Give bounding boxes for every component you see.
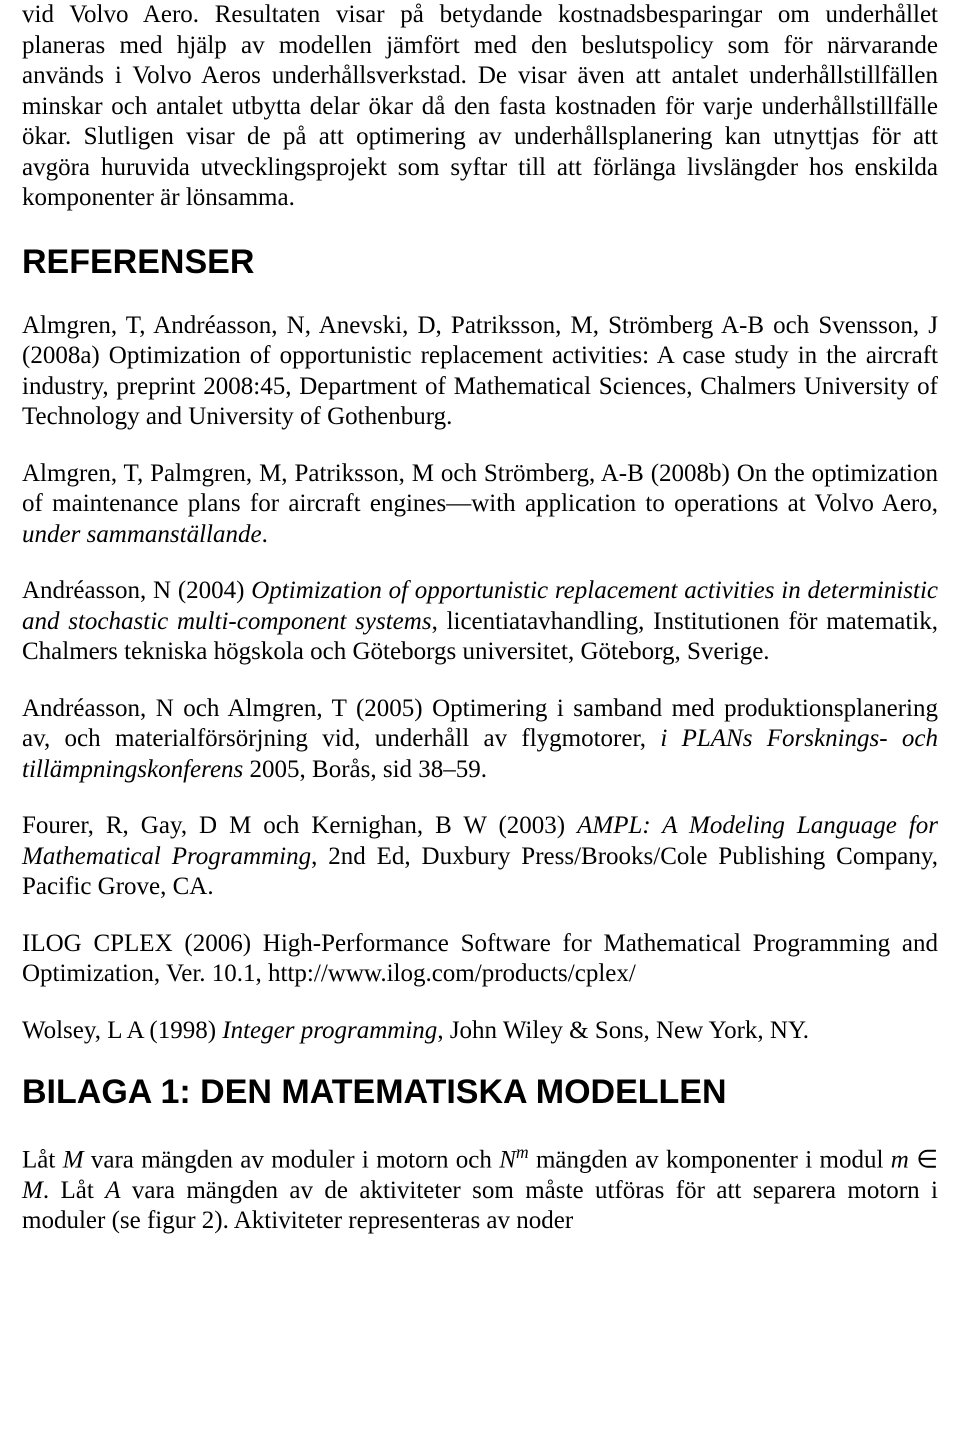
appendix-text: . Låt — [43, 1177, 105, 1204]
reference-item: ILOG CPLEX (2006) High-Performance Softw… — [22, 929, 938, 990]
reference-italic: under sammanställande — [22, 521, 262, 548]
appendix-text: mängden av komponenter i modul — [529, 1146, 891, 1173]
reference-text: Almgren, T, Andréasson, N, Anevski, D, P… — [22, 312, 938, 431]
appendix-heading: BILAGA 1: DEN MATEMATISKA MODELLEN — [22, 1072, 938, 1113]
math-element-of: ∈ — [909, 1146, 938, 1173]
math-symbol-m: m — [891, 1146, 909, 1173]
reference-item: Andréasson, N och Almgren, T (2005) Opti… — [22, 694, 938, 786]
appendix-text: vara mängden av moduler i motorn och — [84, 1146, 500, 1173]
reference-text: ILOG CPLEX (2006) High-Performance Softw… — [22, 930, 938, 988]
reference-item: Wolsey, L A (1998) Integer programming, … — [22, 1016, 938, 1047]
reference-italic: Integer programming — [222, 1017, 437, 1044]
reference-text: Andréasson, N (2004) — [22, 577, 251, 604]
reference-text: Fourer, R, Gay, D M och Kernighan, B W (… — [22, 812, 577, 839]
appendix-text: vara mängden av de aktiviteter som måste… — [22, 1177, 938, 1235]
references-heading: REFERENSER — [22, 242, 938, 283]
appendix-paragraph: Låt M vara mängden av moduler i motorn o… — [22, 1142, 938, 1237]
reference-item: Andréasson, N (2004) Optimization of opp… — [22, 576, 938, 668]
math-symbol-A: A — [105, 1177, 120, 1204]
math-symbol-N: N — [499, 1146, 516, 1173]
math-symbol-M: M — [63, 1146, 84, 1173]
reference-post: . — [262, 521, 268, 548]
intro-paragraph: vid Volvo Aero. Resultaten visar på bety… — [22, 0, 938, 214]
math-symbol-M: M — [22, 1177, 43, 1204]
reference-item: Almgren, T, Palmgren, M, Patriksson, M o… — [22, 459, 938, 551]
reference-item: Almgren, T, Andréasson, N, Anevski, D, P… — [22, 311, 938, 433]
appendix-text: Låt — [22, 1146, 63, 1173]
math-superscript-m: m — [516, 1142, 529, 1162]
reference-post: 2005, Borås, sid 38–59. — [243, 756, 487, 783]
reference-text: Almgren, T, Palmgren, M, Patriksson, M o… — [22, 460, 938, 518]
reference-item: Fourer, R, Gay, D M och Kernighan, B W (… — [22, 811, 938, 903]
reference-post: , John Wiley & Sons, New York, NY. — [437, 1017, 809, 1044]
reference-text: Wolsey, L A (1998) — [22, 1017, 222, 1044]
